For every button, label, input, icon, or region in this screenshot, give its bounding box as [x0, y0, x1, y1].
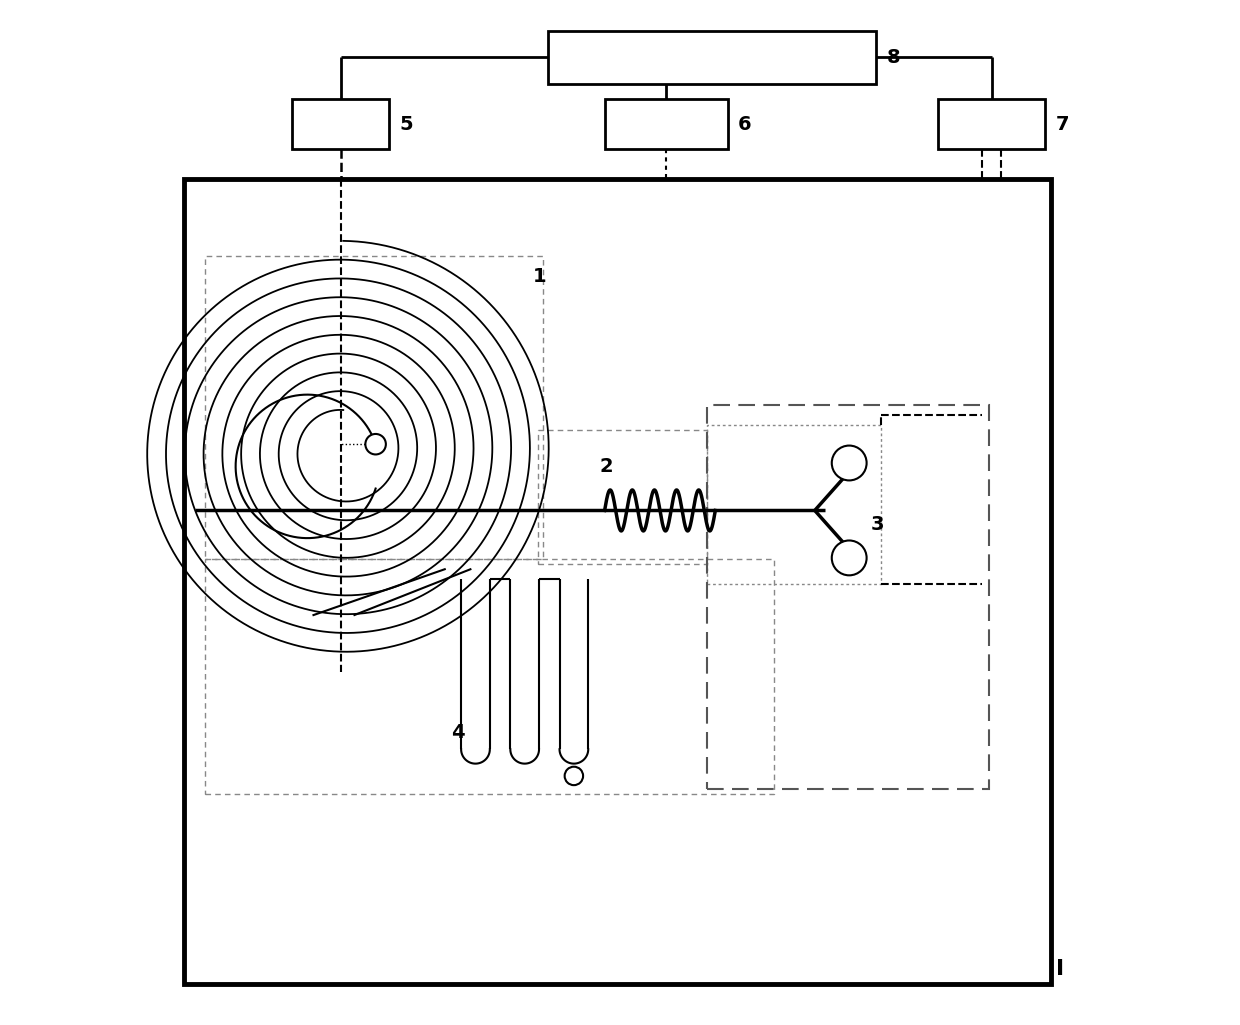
- Text: 7: 7: [1055, 115, 1069, 133]
- Circle shape: [564, 767, 583, 785]
- Circle shape: [832, 446, 867, 481]
- Bar: [291, 99, 389, 149]
- Text: 4: 4: [451, 724, 465, 742]
- Text: 6: 6: [738, 115, 751, 133]
- Bar: [538, 430, 707, 564]
- Text: 2: 2: [599, 457, 613, 476]
- Circle shape: [832, 540, 867, 575]
- Text: I: I: [1055, 958, 1064, 979]
- Text: 1: 1: [533, 268, 547, 286]
- Text: 8: 8: [887, 48, 900, 67]
- Text: 3: 3: [872, 516, 884, 534]
- Circle shape: [366, 434, 386, 454]
- Text: 5: 5: [399, 115, 413, 133]
- Bar: [707, 425, 882, 584]
- Bar: [205, 559, 774, 794]
- Bar: [707, 405, 990, 789]
- Bar: [185, 179, 1050, 984]
- Bar: [548, 31, 877, 84]
- Bar: [605, 99, 728, 149]
- Bar: [937, 99, 1045, 149]
- Bar: [205, 256, 543, 559]
